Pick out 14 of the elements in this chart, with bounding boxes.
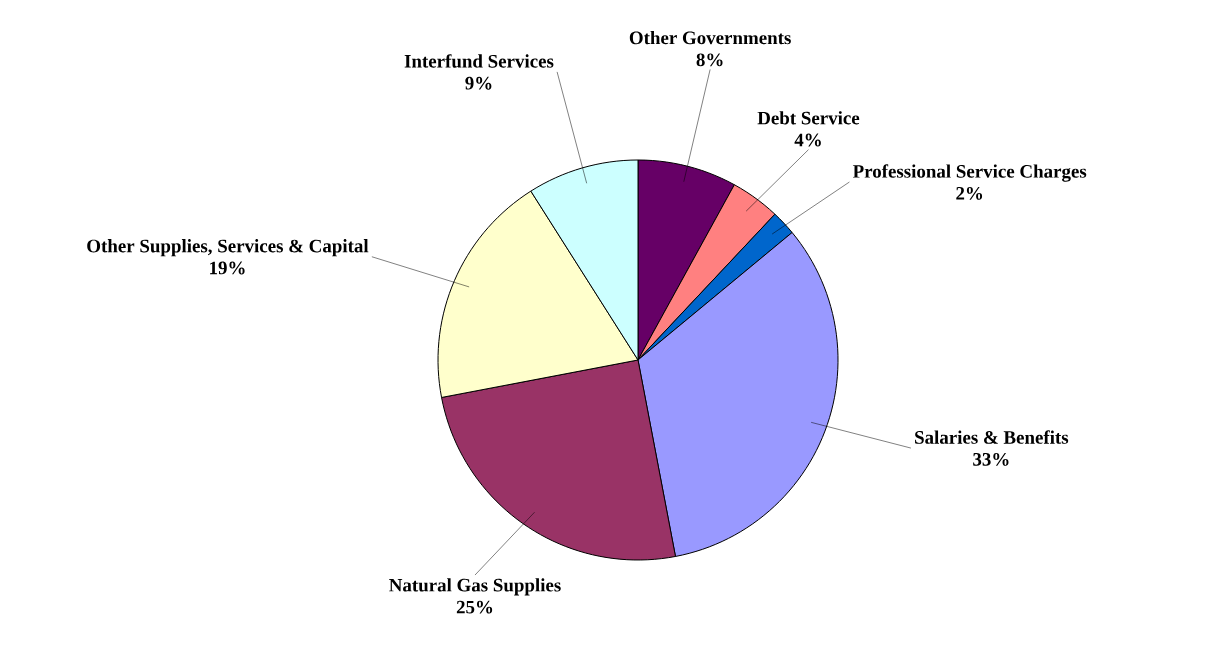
data-label: 19% <box>210 261 245 275</box>
data-label: 33% <box>973 452 1009 466</box>
data-label: 4% <box>794 133 821 147</box>
slice-label: Other Governments <box>629 30 791 45</box>
slice-label: Other Supplies, Services & Capital <box>87 239 369 257</box>
data-label: 2% <box>956 186 983 200</box>
data-label: 9% <box>465 76 492 90</box>
slice-label: Interfund Services <box>404 54 554 68</box>
slice-label: Salaries & Benefits <box>915 430 1069 444</box>
slice-label: Natural Gas Supplies <box>389 578 561 596</box>
data-label: 25% <box>456 600 493 614</box>
slice-label: Professional Service Charges <box>852 164 1087 182</box>
slice-label: Debt Service <box>757 111 860 125</box>
data-label: 8% <box>696 53 723 67</box>
